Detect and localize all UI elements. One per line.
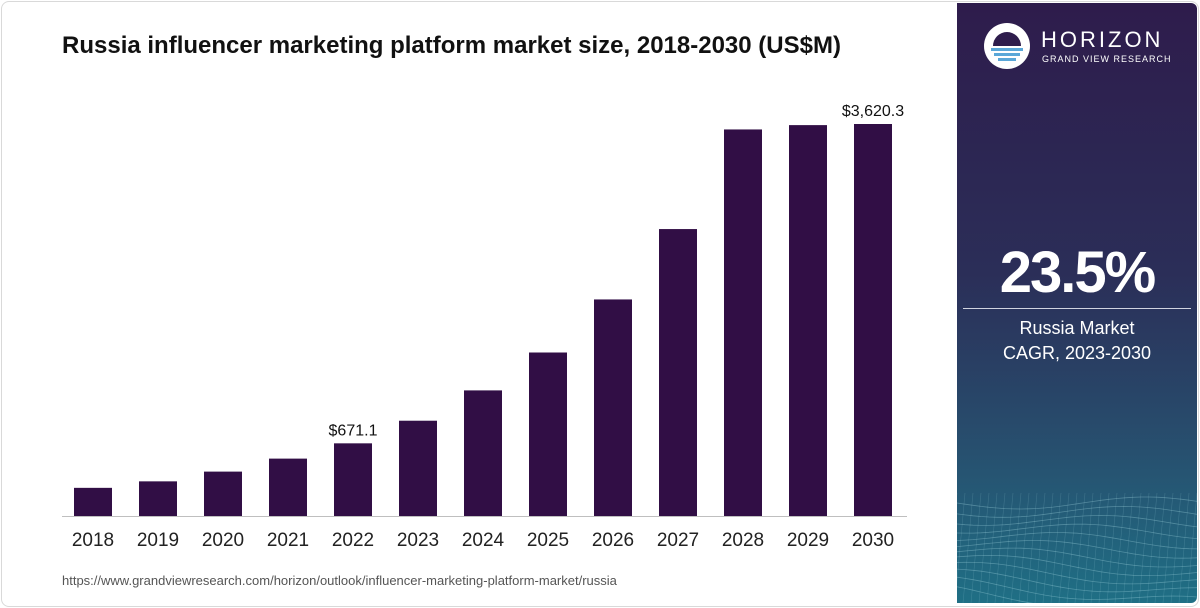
x-tick-label-2026: 2026 xyxy=(592,530,634,551)
wave-line xyxy=(1162,493,1174,603)
x-tick-label-2025: 2025 xyxy=(527,530,569,551)
data-label-2022: $671.1 xyxy=(329,422,378,439)
bar-2026 xyxy=(594,299,632,516)
wave-line xyxy=(1074,493,1086,603)
bar-2021 xyxy=(269,458,307,516)
wave-line xyxy=(1146,493,1158,603)
bar-2027 xyxy=(659,229,697,517)
wave-line xyxy=(986,493,998,603)
brand-name: HORIZON xyxy=(1041,27,1164,52)
wave-line xyxy=(1114,493,1126,603)
x-tick-label-2020: 2020 xyxy=(202,530,244,551)
wave-line xyxy=(1058,493,1070,603)
cagr-label-line1: Russia Market xyxy=(1019,318,1135,338)
wave-line xyxy=(957,496,1197,510)
bar-chart: 2018 2019 2020 2021 2022 $671.1 2023 2024 2025 20… xyxy=(62,103,907,551)
x-tick-label-2018: 2018 xyxy=(72,530,114,551)
x-tick-label-2023: 2023 xyxy=(397,530,439,551)
x-tick-label-2024: 2024 xyxy=(462,530,505,551)
wave-line xyxy=(957,514,1197,528)
chart-title: Russia influencer marketing platform mar… xyxy=(62,32,841,59)
wave-line xyxy=(1154,493,1166,603)
wave-line xyxy=(957,547,1197,568)
cagr-label: Russia Market CAGR, 2023-2030 xyxy=(957,316,1197,366)
bar-2022 xyxy=(334,443,372,516)
bar-2030 xyxy=(854,124,892,516)
wave-line xyxy=(957,561,1197,585)
cagr-label-line2: CAGR, 2023-2030 xyxy=(1002,343,1152,363)
wave-line xyxy=(1186,493,1197,603)
wave-line xyxy=(1034,493,1046,603)
wave-line xyxy=(957,532,1197,550)
bar-2024 xyxy=(464,390,502,516)
x-tick-label-2022: 2022 xyxy=(332,530,374,551)
wave-line xyxy=(1026,493,1038,603)
wave-line xyxy=(1010,493,1022,603)
wave-line xyxy=(1178,493,1190,603)
bar-2028 xyxy=(724,129,762,516)
wave-line xyxy=(1130,493,1142,603)
wave-line xyxy=(1002,493,1014,603)
wave-line xyxy=(957,540,1197,559)
data-label-2030: $3,620.3 xyxy=(842,103,904,120)
wave-line xyxy=(1042,493,1054,603)
bar-2020 xyxy=(204,471,242,516)
cagr-value: 23.5% xyxy=(999,240,1156,305)
wave-line xyxy=(1106,493,1118,603)
wave-line xyxy=(1082,493,1094,603)
wave-line xyxy=(1066,493,1078,603)
bar-2019 xyxy=(139,481,177,516)
wave-line xyxy=(1170,493,1182,603)
wave-line xyxy=(970,493,982,603)
wave-line xyxy=(1050,493,1062,603)
x-tick-label-2019: 2019 xyxy=(137,530,179,551)
wave-line xyxy=(994,493,1006,603)
bar-2029 xyxy=(789,125,827,516)
wave-line xyxy=(1138,493,1150,603)
wave-line xyxy=(962,493,974,603)
wave-line xyxy=(957,493,966,585)
wave-line xyxy=(957,554,1197,576)
bar-2018 xyxy=(74,487,112,516)
source-url[interactable]: https://www.grandviewresearch.com/horizo… xyxy=(62,573,617,588)
wave-line xyxy=(978,493,990,603)
wave-line xyxy=(1098,493,1110,603)
wave-line xyxy=(957,505,1197,518)
wave-line xyxy=(1090,493,1102,603)
x-tick-label-2029: 2029 xyxy=(787,530,829,551)
bar-2025 xyxy=(529,352,567,516)
wave-pattern-decoration xyxy=(957,493,1197,603)
x-tick-label-2030: 2030 xyxy=(852,530,894,551)
sidebar-panel: HORIZON GRAND VIEW RESEARCH 23.5% Russia… xyxy=(957,3,1197,603)
bar-2023 xyxy=(399,420,437,516)
wave-line xyxy=(957,568,1197,593)
horizon-logo-icon xyxy=(984,23,1030,69)
x-tick-label-2027: 2027 xyxy=(657,530,699,551)
x-tick-label-2028: 2028 xyxy=(722,530,764,551)
wave-line xyxy=(957,523,1197,539)
wave-line xyxy=(1122,493,1134,603)
wave-line xyxy=(1018,493,1030,603)
wave-line xyxy=(957,576,1197,600)
x-tick-label-2021: 2021 xyxy=(267,530,309,551)
divider xyxy=(963,308,1191,309)
wave-line xyxy=(957,586,1034,603)
brand-subtitle: GRAND VIEW RESEARCH xyxy=(1042,54,1172,64)
